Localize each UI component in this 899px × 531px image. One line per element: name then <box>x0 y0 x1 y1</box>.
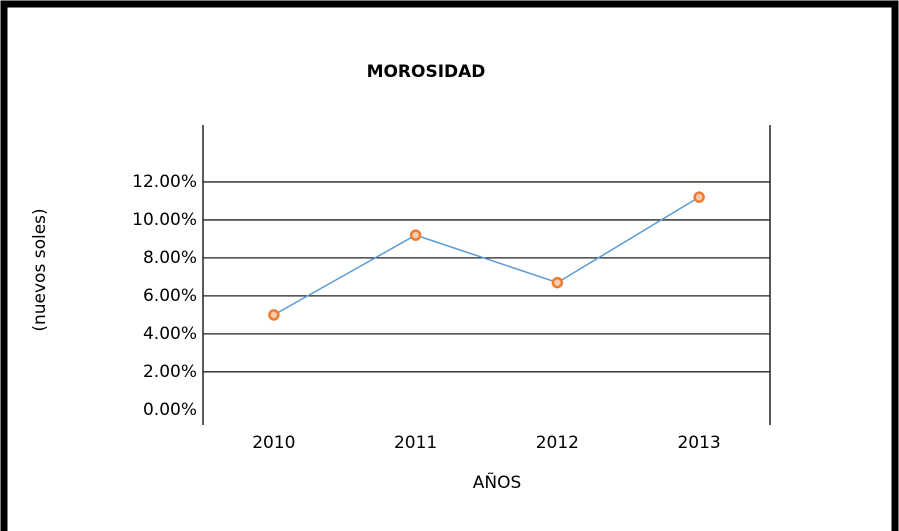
y-tick-label: 0.00% <box>143 400 197 420</box>
x-tick-label: 2011 <box>394 433 437 453</box>
chart-title: MOROSIDAD <box>367 62 486 82</box>
y-tick-label: 2.00% <box>143 362 197 382</box>
x-tick-label: 2013 <box>677 433 720 453</box>
x-tick-label: 2010 <box>252 433 295 453</box>
x-axis-label: AÑOS <box>473 471 522 493</box>
x-tick-label: 2012 <box>536 433 579 453</box>
series-line <box>273 196 700 316</box>
y-tick-label: 8.00% <box>143 248 197 268</box>
y-tick-label: 10.00% <box>132 210 197 230</box>
marker <box>693 191 705 203</box>
y-tick-label: 6.00% <box>143 286 197 306</box>
marker <box>551 276 564 289</box>
marker <box>268 309 280 321</box>
y-tick-label: 4.00% <box>143 324 197 344</box>
y-tick-label: 12.00% <box>132 172 197 192</box>
y-axis-label: (nuevos soles) <box>30 208 50 331</box>
marker <box>409 229 422 241</box>
